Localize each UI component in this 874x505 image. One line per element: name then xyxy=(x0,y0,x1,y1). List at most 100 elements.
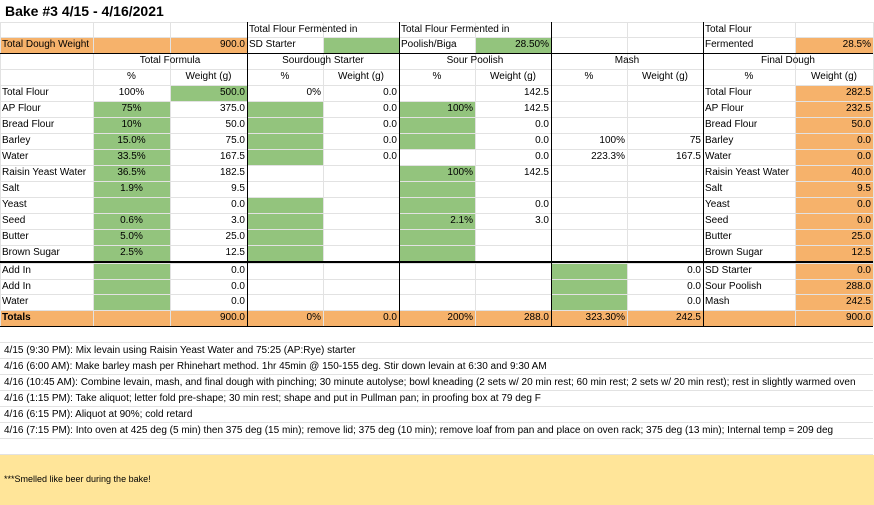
cell: 167.5 xyxy=(675,151,701,162)
cell-fill xyxy=(795,117,873,133)
cell-fill xyxy=(399,310,475,326)
cell: 900.0 xyxy=(219,39,245,50)
cell-fill xyxy=(551,263,627,279)
cell: 0.0 xyxy=(231,296,245,307)
cell: 50.0 xyxy=(851,119,871,130)
cell: 33.5% xyxy=(117,151,146,162)
cell: 900.0 xyxy=(845,312,871,323)
section-border xyxy=(551,22,552,326)
cell: 0.0 xyxy=(231,265,245,276)
cell: 0.0 xyxy=(857,151,871,162)
cell-fill xyxy=(247,149,323,165)
cell: Bread Flour xyxy=(2,119,55,130)
cell: Raisin Yeast Water xyxy=(705,167,790,178)
cell: AP Flour xyxy=(705,103,744,114)
cell: 0.0 xyxy=(231,199,245,210)
note-line: 4/16 (7:15 PM): Into oven at 425 deg (5 … xyxy=(4,425,834,436)
cell: Seed xyxy=(2,215,26,226)
cell-fill xyxy=(170,85,247,101)
cell-fill xyxy=(93,213,170,229)
cell-fill xyxy=(93,279,170,294)
cell: 2.1% xyxy=(450,215,473,226)
cell: % xyxy=(127,71,136,82)
cell-fill xyxy=(795,294,873,310)
grid-line xyxy=(0,117,873,118)
cell: 5.0% xyxy=(120,231,143,242)
grid-line xyxy=(0,69,873,70)
cell: 12.5 xyxy=(225,247,245,258)
cell: 28.5% xyxy=(842,39,871,50)
cell: 0.0 xyxy=(383,87,397,98)
cell: 25.0 xyxy=(225,231,245,242)
cell-fill xyxy=(93,181,170,197)
cell: 900.0 xyxy=(219,312,245,323)
section-border xyxy=(0,326,873,327)
cell-fill xyxy=(93,245,170,261)
cell: 0.0 xyxy=(535,119,549,130)
cell: 0.0 xyxy=(687,281,701,292)
cell: Butter xyxy=(705,231,732,242)
cell-fill xyxy=(551,294,627,310)
cell: 75 xyxy=(689,135,701,146)
cell: 0.0 xyxy=(383,135,397,146)
cell: 2.5% xyxy=(120,247,143,258)
grid-line xyxy=(0,454,873,455)
cell: 200% xyxy=(447,312,473,323)
cell: Raisin Yeast Water xyxy=(2,167,87,178)
grid-line xyxy=(0,213,873,214)
cell-fill xyxy=(399,117,475,133)
note-line: 4/16 (10:45 AM): Combine levain, mash, a… xyxy=(4,377,856,388)
grid-line xyxy=(0,390,873,391)
cell: 0.0 xyxy=(383,103,397,114)
cell: Weight (g) xyxy=(490,71,536,82)
cell: 3.0 xyxy=(535,215,549,226)
cell: 142.5 xyxy=(523,87,549,98)
cell: 0.0 xyxy=(535,135,549,146)
cell: 10% xyxy=(121,119,142,130)
cell: 0.0 xyxy=(535,199,549,210)
cell: Total Flour xyxy=(705,24,752,35)
cell-fill xyxy=(795,263,873,279)
cell: 242.5 xyxy=(675,312,701,323)
cell: 100% xyxy=(599,135,625,146)
cell-fill xyxy=(399,101,475,117)
cell-fill xyxy=(399,229,475,245)
grid-line xyxy=(93,22,94,326)
grid-line xyxy=(0,229,873,230)
section-border xyxy=(247,22,248,326)
cell: Weight (g) xyxy=(185,71,232,82)
cell: Poolish/Biga xyxy=(401,39,457,50)
cell: Fermented xyxy=(705,39,754,50)
cell: 9.5 xyxy=(857,183,871,194)
cell: Seed xyxy=(705,215,729,226)
cell-fill xyxy=(170,37,247,53)
cell: 0.0 xyxy=(231,281,245,292)
cell-fill xyxy=(93,117,170,133)
note-line: 4/16 (6:15 PM): Aliquot at 90%; cold ret… xyxy=(4,409,193,420)
section-border xyxy=(703,22,704,326)
cell-fill xyxy=(475,37,551,53)
cell-fill xyxy=(247,213,323,229)
note-line: 4/15 (9:30 PM): Mix levain using Raisin … xyxy=(4,345,356,356)
grid-line xyxy=(0,22,873,23)
cell: 100% xyxy=(118,87,145,98)
cell: 0.0 xyxy=(383,312,397,323)
cell: Weight (g) xyxy=(811,71,857,82)
cell: 0.0 xyxy=(857,135,871,146)
cell-fill xyxy=(795,197,873,213)
grid-line xyxy=(323,22,324,326)
grid-line xyxy=(0,149,873,150)
cell-fill xyxy=(795,85,873,101)
cell: Add In xyxy=(2,281,31,292)
cell: Total Flour xyxy=(705,87,752,98)
cell: 0.0 xyxy=(857,199,871,210)
note-line: 4/16 (6:00 AM): Make barley mash per Rhi… xyxy=(4,361,547,372)
cell: Bread Flour xyxy=(705,119,758,130)
cell-fill xyxy=(627,310,703,326)
cell: 25.0 xyxy=(851,231,871,242)
cell-fill xyxy=(795,213,873,229)
cell: Weight (g) xyxy=(642,71,688,82)
cell: 100% xyxy=(447,103,473,114)
grid-line xyxy=(0,438,873,439)
